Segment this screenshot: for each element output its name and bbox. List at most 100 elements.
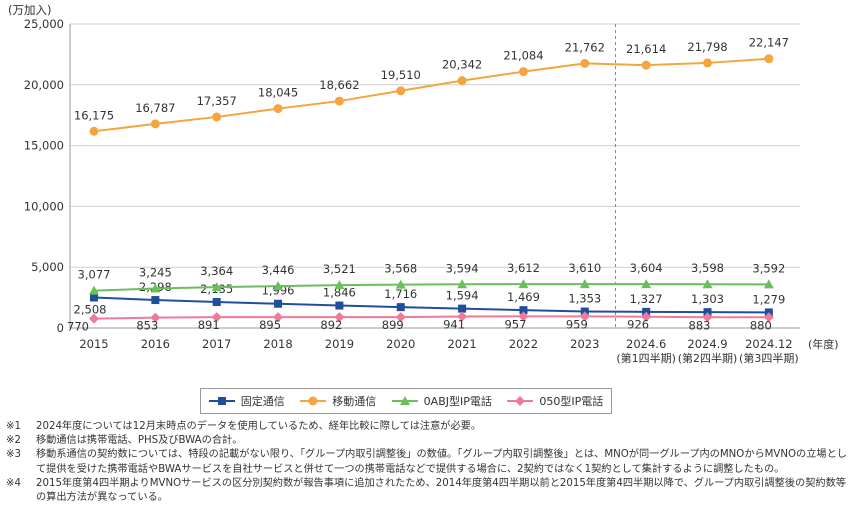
data-label: 18,662	[319, 78, 359, 92]
x-tick-label: 2016	[141, 337, 170, 351]
legend-marker-circle-icon	[300, 396, 327, 406]
footnote-text: 移動通信は携帯電話、PHS及びBWAの合計。	[36, 435, 243, 447]
x-tick-label: 2022	[509, 337, 538, 351]
x-tick-label: 2020	[386, 337, 415, 351]
data-label: 2,508	[74, 303, 107, 317]
fixed-point	[519, 306, 528, 315]
footnote: ※1 2024年度については12月末時点のデータを使用しているため、経年比較に際…	[6, 420, 851, 434]
ip-050-point	[579, 311, 590, 322]
x-tick-label: 2019	[325, 337, 354, 351]
fixed-point	[458, 304, 467, 313]
data-label: 1,327	[630, 292, 663, 306]
data-label: 3,598	[691, 261, 724, 275]
mobile-point	[764, 54, 774, 64]
x-tick-sublabel: (第1四半期)	[616, 351, 676, 365]
data-label: 1,594	[446, 289, 479, 303]
ip-050-point	[89, 313, 99, 324]
ip-0abj-point	[273, 281, 284, 291]
ip-050-point	[702, 312, 713, 323]
data-label: 1,279	[752, 292, 785, 306]
data-label: 19,510	[381, 68, 421, 82]
legend-item-050: 050型IP電話	[507, 393, 603, 409]
ip-050-point	[273, 312, 284, 323]
footnote-mark: ※3	[6, 449, 22, 461]
y-tick-label: 0	[57, 321, 64, 335]
data-label: 899	[382, 318, 404, 332]
data-label: 3,245	[139, 266, 172, 280]
y-tick-label: 5,000	[31, 260, 64, 274]
data-label: 883	[689, 318, 711, 332]
data-label: 22,147	[749, 36, 789, 50]
footnote-text: 2024年度については12月末時点のデータを使用しているため、経年比較に際しては…	[36, 421, 482, 432]
ip-0abj-point	[334, 280, 345, 290]
legend-marker-square-icon	[208, 397, 235, 405]
ip-050-point	[457, 311, 468, 322]
ip-050-point	[395, 312, 406, 323]
ip-0abj-point	[518, 279, 529, 289]
legend-marker-diamond-icon	[507, 396, 534, 406]
data-label: 3,446	[262, 263, 295, 277]
x-tick-label: 2023	[570, 337, 599, 351]
footnotes: ※1 2024年度については12月末時点のデータを使用しているため、経年比較に際…	[6, 420, 851, 505]
ip-0abj-point	[211, 282, 222, 292]
footnote-text: 移動系通信の契約数については、特段の記載がない限り、「グループ内取引調整後」の数…	[36, 449, 847, 475]
data-label: 17,357	[197, 94, 237, 108]
mobile-point	[518, 67, 528, 77]
data-label: 3,610	[568, 261, 601, 275]
footnote-text: 2015年度第4四半期よりMVNOサービスの区分別契約数が報告事項に追加されたた…	[36, 477, 846, 504]
footnote-mark: ※4	[6, 477, 22, 489]
mobile-point	[580, 58, 590, 68]
data-label: 853	[136, 319, 158, 333]
data-label: 16,787	[135, 101, 175, 115]
legend-label: 固定通信	[240, 395, 285, 408]
series-line	[93, 57, 769, 133]
x-tick-label: 2021	[447, 337, 476, 351]
data-label: 1,469	[507, 290, 540, 304]
x-tick-label: 2017	[202, 337, 231, 351]
mobile-point	[457, 76, 467, 86]
x-unit-label: (年度)	[808, 337, 839, 351]
ip-050-point	[518, 311, 529, 322]
x-tick-label: 2024.6	[626, 337, 666, 351]
footnote-mark: ※1	[6, 421, 22, 432]
fixed-point	[212, 298, 221, 307]
legend-label: 050型IP電話	[539, 395, 604, 408]
mobile-point	[273, 104, 283, 114]
ip-0abj-point	[150, 283, 161, 293]
footnote: ※4 2015年度第4四半期よりMVNOサービスの区分別契約数が報告事項に追加さ…	[6, 477, 851, 505]
data-label: 3,594	[446, 261, 479, 275]
ip-0abj-point	[763, 279, 774, 289]
data-label: 1,716	[384, 287, 417, 301]
data-label: 21,084	[503, 49, 543, 63]
legend-item-fixed: 固定通信	[208, 393, 285, 409]
footnote: ※2 移動通信は携帯電話、PHS及びBWAの合計。	[6, 434, 851, 448]
legend-label: 移動通信	[332, 395, 377, 408]
mobile-point	[641, 60, 651, 70]
mobile-point	[396, 86, 406, 96]
y-tick-label: 20,000	[24, 78, 64, 92]
x-tick-sublabel: (第3四半期)	[739, 351, 799, 365]
ip-0abj-point	[579, 279, 590, 289]
mobile-point	[334, 96, 344, 106]
data-label: 3,077	[78, 268, 111, 282]
data-label: 959	[566, 317, 588, 331]
x-tick-sublabel: (第2四半期)	[678, 351, 738, 365]
data-label: 1,846	[323, 286, 356, 300]
data-label: 21,762	[565, 40, 605, 54]
data-label: 3,364	[200, 264, 233, 278]
data-label: 20,342	[442, 58, 482, 72]
data-label: 926	[627, 318, 649, 332]
data-label: 892	[320, 318, 342, 332]
ip-050-point	[150, 312, 161, 323]
legend-item-0abj: 0ABJ型IP電話	[391, 393, 492, 409]
ip-0abj-point	[395, 279, 406, 289]
data-label: 21,614	[626, 42, 666, 56]
legend-label: 0ABJ型IP電話	[423, 395, 492, 408]
x-tick-label: 2015	[79, 337, 108, 351]
data-label: 3,568	[384, 262, 417, 276]
data-label: 18,045	[258, 86, 298, 100]
mobile-point	[89, 126, 99, 136]
footnote-mark: ※2	[6, 435, 22, 447]
fixed-point	[274, 299, 283, 308]
x-tick-label: 2024.9	[687, 337, 727, 351]
